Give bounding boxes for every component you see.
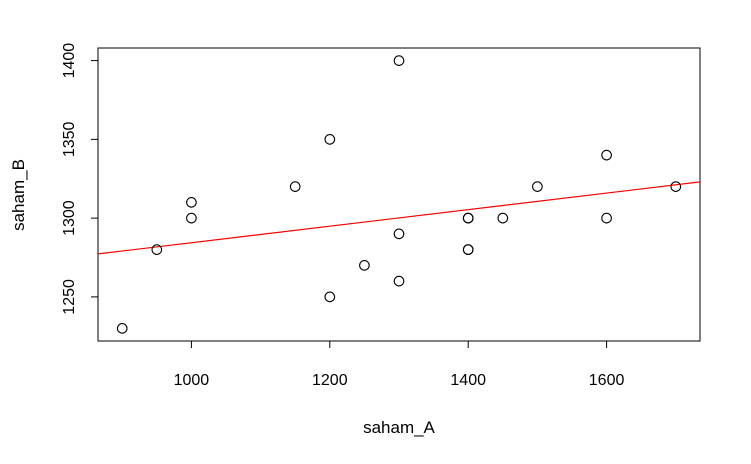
data-point: [497, 212, 509, 224]
data-point: [359, 260, 370, 271]
x-tick-label: 1200: [312, 372, 348, 389]
x-tick-label: 1000: [174, 372, 210, 389]
data-point: [393, 275, 405, 287]
y-tick-label: 1250: [61, 279, 78, 315]
data-point: [601, 149, 612, 161]
data-point: [393, 55, 405, 66]
data-point: [116, 323, 128, 334]
data-point: [186, 212, 197, 224]
data-point: [289, 181, 301, 192]
data-point: [393, 228, 405, 240]
data-point: [601, 212, 612, 224]
y-axis: 1250 1300 1350 1400: [61, 43, 98, 315]
plot-frame: [97, 47, 701, 342]
data-point: [462, 212, 474, 224]
y-tick-label: 1350: [61, 121, 78, 157]
data-point: [670, 181, 682, 192]
regression-line-layer: [97, 181, 701, 255]
regression-line: [97, 181, 701, 255]
y-tick-label: 1400: [61, 43, 78, 79]
y-axis-label: saham_B: [9, 159, 28, 231]
x-axis: 1000 1200 1400 1600: [174, 341, 625, 389]
data-point: [462, 244, 474, 255]
data-point: [324, 291, 336, 303]
data-point: [186, 197, 197, 208]
data-point: [324, 134, 336, 145]
points-layer: [116, 55, 682, 334]
x-axis-label: saham_A: [363, 418, 435, 437]
x-tick-label: 1600: [589, 372, 625, 389]
data-point: [532, 181, 543, 192]
data-point: [151, 244, 163, 255]
y-tick-label: 1300: [61, 200, 78, 236]
x-tick-label: 1400: [450, 372, 486, 389]
